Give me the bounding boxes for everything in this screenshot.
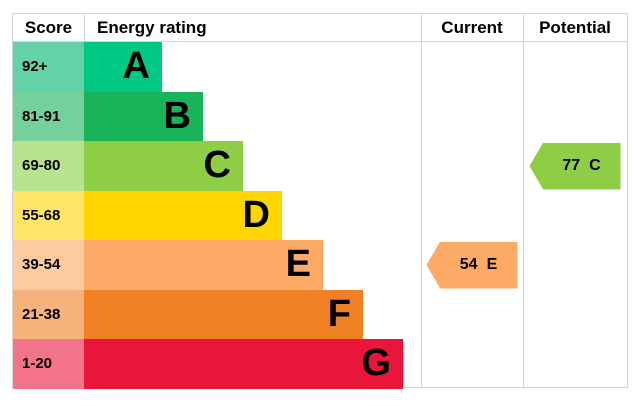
band-bar: C [84,141,243,191]
current-rating-value: 54 [459,256,478,273]
band-letter: C [203,144,231,186]
band-bar: D [84,190,282,240]
column-divider [84,14,85,42]
potential-column-header: Potential [539,18,611,37]
potential-rating-value: 77 [562,157,581,174]
band-score-range: 39-54 [13,240,84,290]
band-score-range: 21-38 [13,289,84,339]
band-score-range: 81-91 [13,91,84,141]
band-bar: G [84,339,403,389]
potential-rating-band: C [589,157,601,174]
chart-table-frame: Score Energy rating Current Potential 92… [12,13,628,389]
band-score-range: 92+ [13,42,84,92]
band-score-range: 1-20 [13,339,84,389]
column-divider [523,14,524,387]
column-divider [421,14,422,387]
band-row: 92+ A [13,42,627,92]
band-letter: G [361,342,391,384]
band-bar: F [84,289,363,339]
current-rating-marker: 54 E [426,241,518,289]
band-score-range: 69-80 [13,141,84,191]
table-header-row: Score Energy rating Current Potential [13,14,627,42]
band-row: 55-68 D [13,190,627,240]
current-column-header: Current [441,18,503,37]
band-row: 21-38 F [13,289,627,339]
band-letter: F [327,292,351,335]
band-bar: E [84,240,323,290]
band-letter: E [285,243,311,285]
band-bar: A [84,42,162,92]
band-letter: D [242,193,270,236]
band-letter: B [163,94,191,137]
energy-rating-column-header: Energy rating [97,18,207,37]
band-row: 81-91 B [13,91,627,141]
band-row: 39-54 E [13,240,627,290]
band-row: 1-20 G [13,339,627,389]
score-column-header: Score [24,18,73,37]
potential-rating-marker: 77 C [529,142,621,190]
current-rating-band: E [486,256,498,273]
band-score-range: 55-68 [13,190,84,240]
band-bar: B [84,91,203,141]
band-letter: A [122,45,150,87]
band-row: 69-80 C [13,141,627,191]
